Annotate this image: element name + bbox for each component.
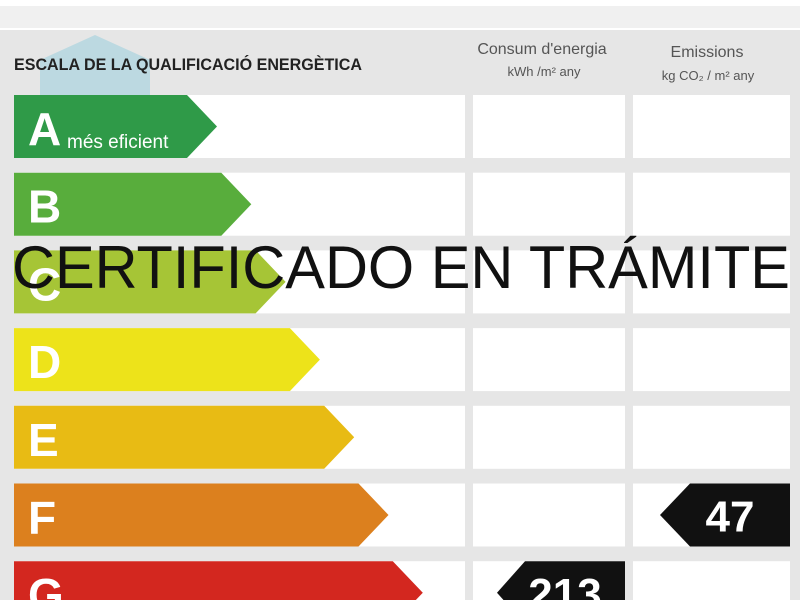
emissions-cell [633, 172, 790, 236]
class-letter: G [28, 569, 64, 600]
emissions-cell [633, 561, 790, 600]
class-arrow [14, 328, 320, 392]
class-label: més eficient [67, 132, 169, 153]
title: ESCALA DE LA QUALIFICACIÓ ENERGÈTICA [14, 55, 362, 74]
consum-cell [473, 483, 625, 547]
class-letter: E [28, 414, 59, 466]
consum-cell [473, 250, 625, 314]
class-arrow [14, 483, 389, 547]
class-arrow [14, 250, 286, 314]
consum-cell [473, 95, 625, 158]
column-title: Emissions [671, 44, 744, 61]
column-unit: kg CO₂ / m² any [662, 68, 755, 83]
consum-badge [497, 561, 625, 600]
class-arrow [14, 561, 423, 600]
emissions-cell [633, 95, 790, 158]
class-letter: A [28, 103, 61, 155]
class-arrow [14, 95, 217, 158]
class-arrow [14, 172, 252, 236]
emissions-cell [633, 250, 790, 314]
consum-cell [473, 328, 625, 392]
class-letter: D [28, 336, 61, 388]
class-letter: B [28, 181, 61, 233]
emissions-cell [633, 328, 790, 392]
emissions-value: 47 [706, 493, 755, 542]
overlay-text: CERTIFICADO EN TRÁMITE [12, 234, 790, 301]
column-unit: kWh /m² any [508, 64, 581, 79]
emissions-badge [660, 483, 790, 547]
column-title: Consum d'energia [477, 41, 606, 58]
consum-value: 213 [528, 570, 601, 600]
watermark-icon [40, 35, 150, 105]
top-strip [0, 6, 800, 28]
class-letter: C [28, 258, 61, 310]
emissions-cell [633, 405, 790, 469]
consum-cell [473, 405, 625, 469]
class-arrow [14, 405, 355, 469]
class-letter: F [28, 492, 56, 544]
consum-cell [473, 172, 625, 236]
